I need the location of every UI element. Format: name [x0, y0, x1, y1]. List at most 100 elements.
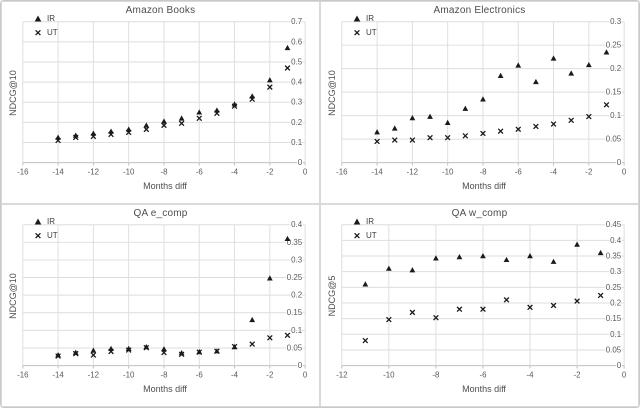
- svg-text:0.45: 0.45: [606, 220, 622, 229]
- x-axis-title: Months diff: [143, 181, 187, 191]
- chart-panel-qa-w-comp: -12 -10 -8 -6 -4 -2 0 0 0.05 0.1 0.15 0.2 0.25 0.3 0.3…: [320, 204, 639, 407]
- svg-text:0.3: 0.3: [610, 267, 622, 276]
- legend-label: IR: [366, 14, 374, 23]
- plot-area-amazon-electronics: -16 -14 -12 -10 -8 -6 -4 -2 00 0.05 0.1 0.15 0.2 0.25…: [336, 16, 627, 176]
- legend-label: IR: [47, 14, 55, 23]
- svg-text:-10: -10: [123, 370, 135, 379]
- legend: IR UT: [33, 13, 58, 38]
- svg-text:0.15: 0.15: [287, 308, 303, 317]
- svg-text:0: 0: [298, 361, 303, 370]
- plot-area-amazon-books: -16 -14 -12 -10 -8 -6 -4 -2 00 0.1 0.2 0.3 0.4 0.5 0.6…: [17, 16, 308, 176]
- legend: IR UT: [352, 13, 377, 38]
- svg-text:0.35: 0.35: [287, 238, 303, 247]
- svg-text:0.3: 0.3: [291, 255, 303, 264]
- legend-label: UT: [366, 28, 377, 37]
- triangle-marker-icon: [34, 218, 42, 225]
- x-axis-title: Months diff: [462, 384, 506, 394]
- svg-text:0.4: 0.4: [610, 236, 622, 245]
- legend-item-ut: UT: [352, 230, 377, 241]
- svg-text:0: 0: [622, 167, 627, 176]
- svg-text:0.5: 0.5: [291, 57, 303, 66]
- chart-title: Amazon Electronics: [433, 5, 526, 16]
- svg-text:0.4: 0.4: [291, 220, 303, 229]
- legend-label: IR: [47, 217, 55, 226]
- x-marker-icon: [354, 232, 360, 239]
- svg-text:0.2: 0.2: [610, 298, 621, 307]
- svg-text:0.7: 0.7: [291, 17, 302, 26]
- svg-text:-12: -12: [407, 167, 418, 176]
- svg-text:-10: -10: [383, 370, 395, 379]
- legend-item-ir: IR: [33, 216, 58, 227]
- x-axis-title: Months diff: [462, 181, 506, 191]
- svg-text:-4: -4: [231, 167, 239, 176]
- svg-text:0.1: 0.1: [610, 111, 621, 120]
- x-marker-icon: [354, 29, 360, 36]
- svg-text:-8: -8: [432, 370, 440, 379]
- svg-text:0.2: 0.2: [610, 64, 621, 73]
- svg-text:0.4: 0.4: [291, 78, 303, 87]
- svg-text:-14: -14: [52, 167, 64, 176]
- svg-text:-2: -2: [574, 370, 581, 379]
- svg-text:0: 0: [303, 370, 308, 379]
- svg-text:-4: -4: [231, 370, 239, 379]
- svg-text:0.05: 0.05: [606, 345, 622, 354]
- svg-text:0.35: 0.35: [606, 251, 622, 260]
- svg-text:0.1: 0.1: [291, 326, 302, 335]
- svg-text:0.6: 0.6: [291, 37, 303, 46]
- legend-item-ut: UT: [33, 27, 58, 38]
- svg-text:-8: -8: [160, 167, 168, 176]
- svg-text:-2: -2: [585, 167, 592, 176]
- legend-item-ir: IR: [33, 13, 58, 24]
- legend-label: UT: [366, 231, 377, 240]
- svg-text:-8: -8: [160, 370, 168, 379]
- svg-text:-10: -10: [442, 167, 454, 176]
- svg-text:0.15: 0.15: [606, 314, 622, 323]
- chart-title: Amazon Books: [125, 5, 196, 16]
- svg-text:-6: -6: [196, 167, 204, 176]
- y-axis-title: NDCG@10: [327, 70, 337, 116]
- legend-item-ut: UT: [33, 230, 58, 241]
- legend-label: UT: [47, 231, 58, 240]
- legend-item-ir: IR: [352, 216, 377, 227]
- svg-text:-4: -4: [526, 370, 534, 379]
- x-marker-icon: [35, 29, 41, 36]
- legend-label: UT: [47, 28, 58, 37]
- legend-item-ir: IR: [352, 13, 377, 24]
- svg-text:-12: -12: [88, 167, 99, 176]
- svg-text:0: 0: [622, 370, 627, 379]
- legend-item-ut: UT: [352, 27, 377, 38]
- legend: IR UT: [352, 216, 377, 241]
- triangle-marker-icon: [353, 218, 361, 225]
- svg-text:0.2: 0.2: [291, 118, 302, 127]
- svg-text:0: 0: [617, 158, 622, 167]
- svg-text:0.25: 0.25: [606, 283, 622, 292]
- svg-text:0.3: 0.3: [291, 98, 303, 107]
- svg-text:-4: -4: [550, 167, 558, 176]
- svg-text:-2: -2: [266, 167, 273, 176]
- svg-text:0.1: 0.1: [291, 138, 302, 147]
- svg-text:-6: -6: [515, 167, 523, 176]
- svg-text:-6: -6: [479, 370, 487, 379]
- svg-text:-14: -14: [52, 370, 64, 379]
- chart-panel-amazon-books: -16 -14 -12 -10 -8 -6 -4 -2 0 0 0.1 0.2 0.3 0.4 0.5 0.6…: [1, 1, 320, 204]
- svg-text:0: 0: [298, 158, 303, 167]
- svg-text:-8: -8: [479, 167, 487, 176]
- x-marker-icon: [35, 232, 41, 239]
- svg-text:0.05: 0.05: [606, 135, 622, 144]
- svg-text:-16: -16: [336, 167, 348, 176]
- svg-text:-6: -6: [196, 370, 204, 379]
- svg-text:-14: -14: [371, 167, 383, 176]
- chart-title: QA w_comp: [451, 208, 508, 219]
- svg-text:0.3: 0.3: [610, 17, 622, 26]
- chart-title: QA e_comp: [133, 208, 188, 219]
- svg-text:0: 0: [303, 167, 308, 176]
- chart-panel-qa-e-comp: -16 -14 -12 -10 -8 -6 -4 -2 0 0 0.05 0.1 0.15 0.2 0.25…: [1, 204, 320, 407]
- svg-text:0: 0: [617, 361, 622, 370]
- x-axis-title: Months diff: [143, 384, 187, 394]
- svg-text:0.25: 0.25: [606, 41, 622, 50]
- svg-text:0.15: 0.15: [606, 88, 622, 97]
- legend-label: IR: [366, 217, 374, 226]
- svg-text:-16: -16: [17, 370, 29, 379]
- svg-text:-2: -2: [266, 370, 273, 379]
